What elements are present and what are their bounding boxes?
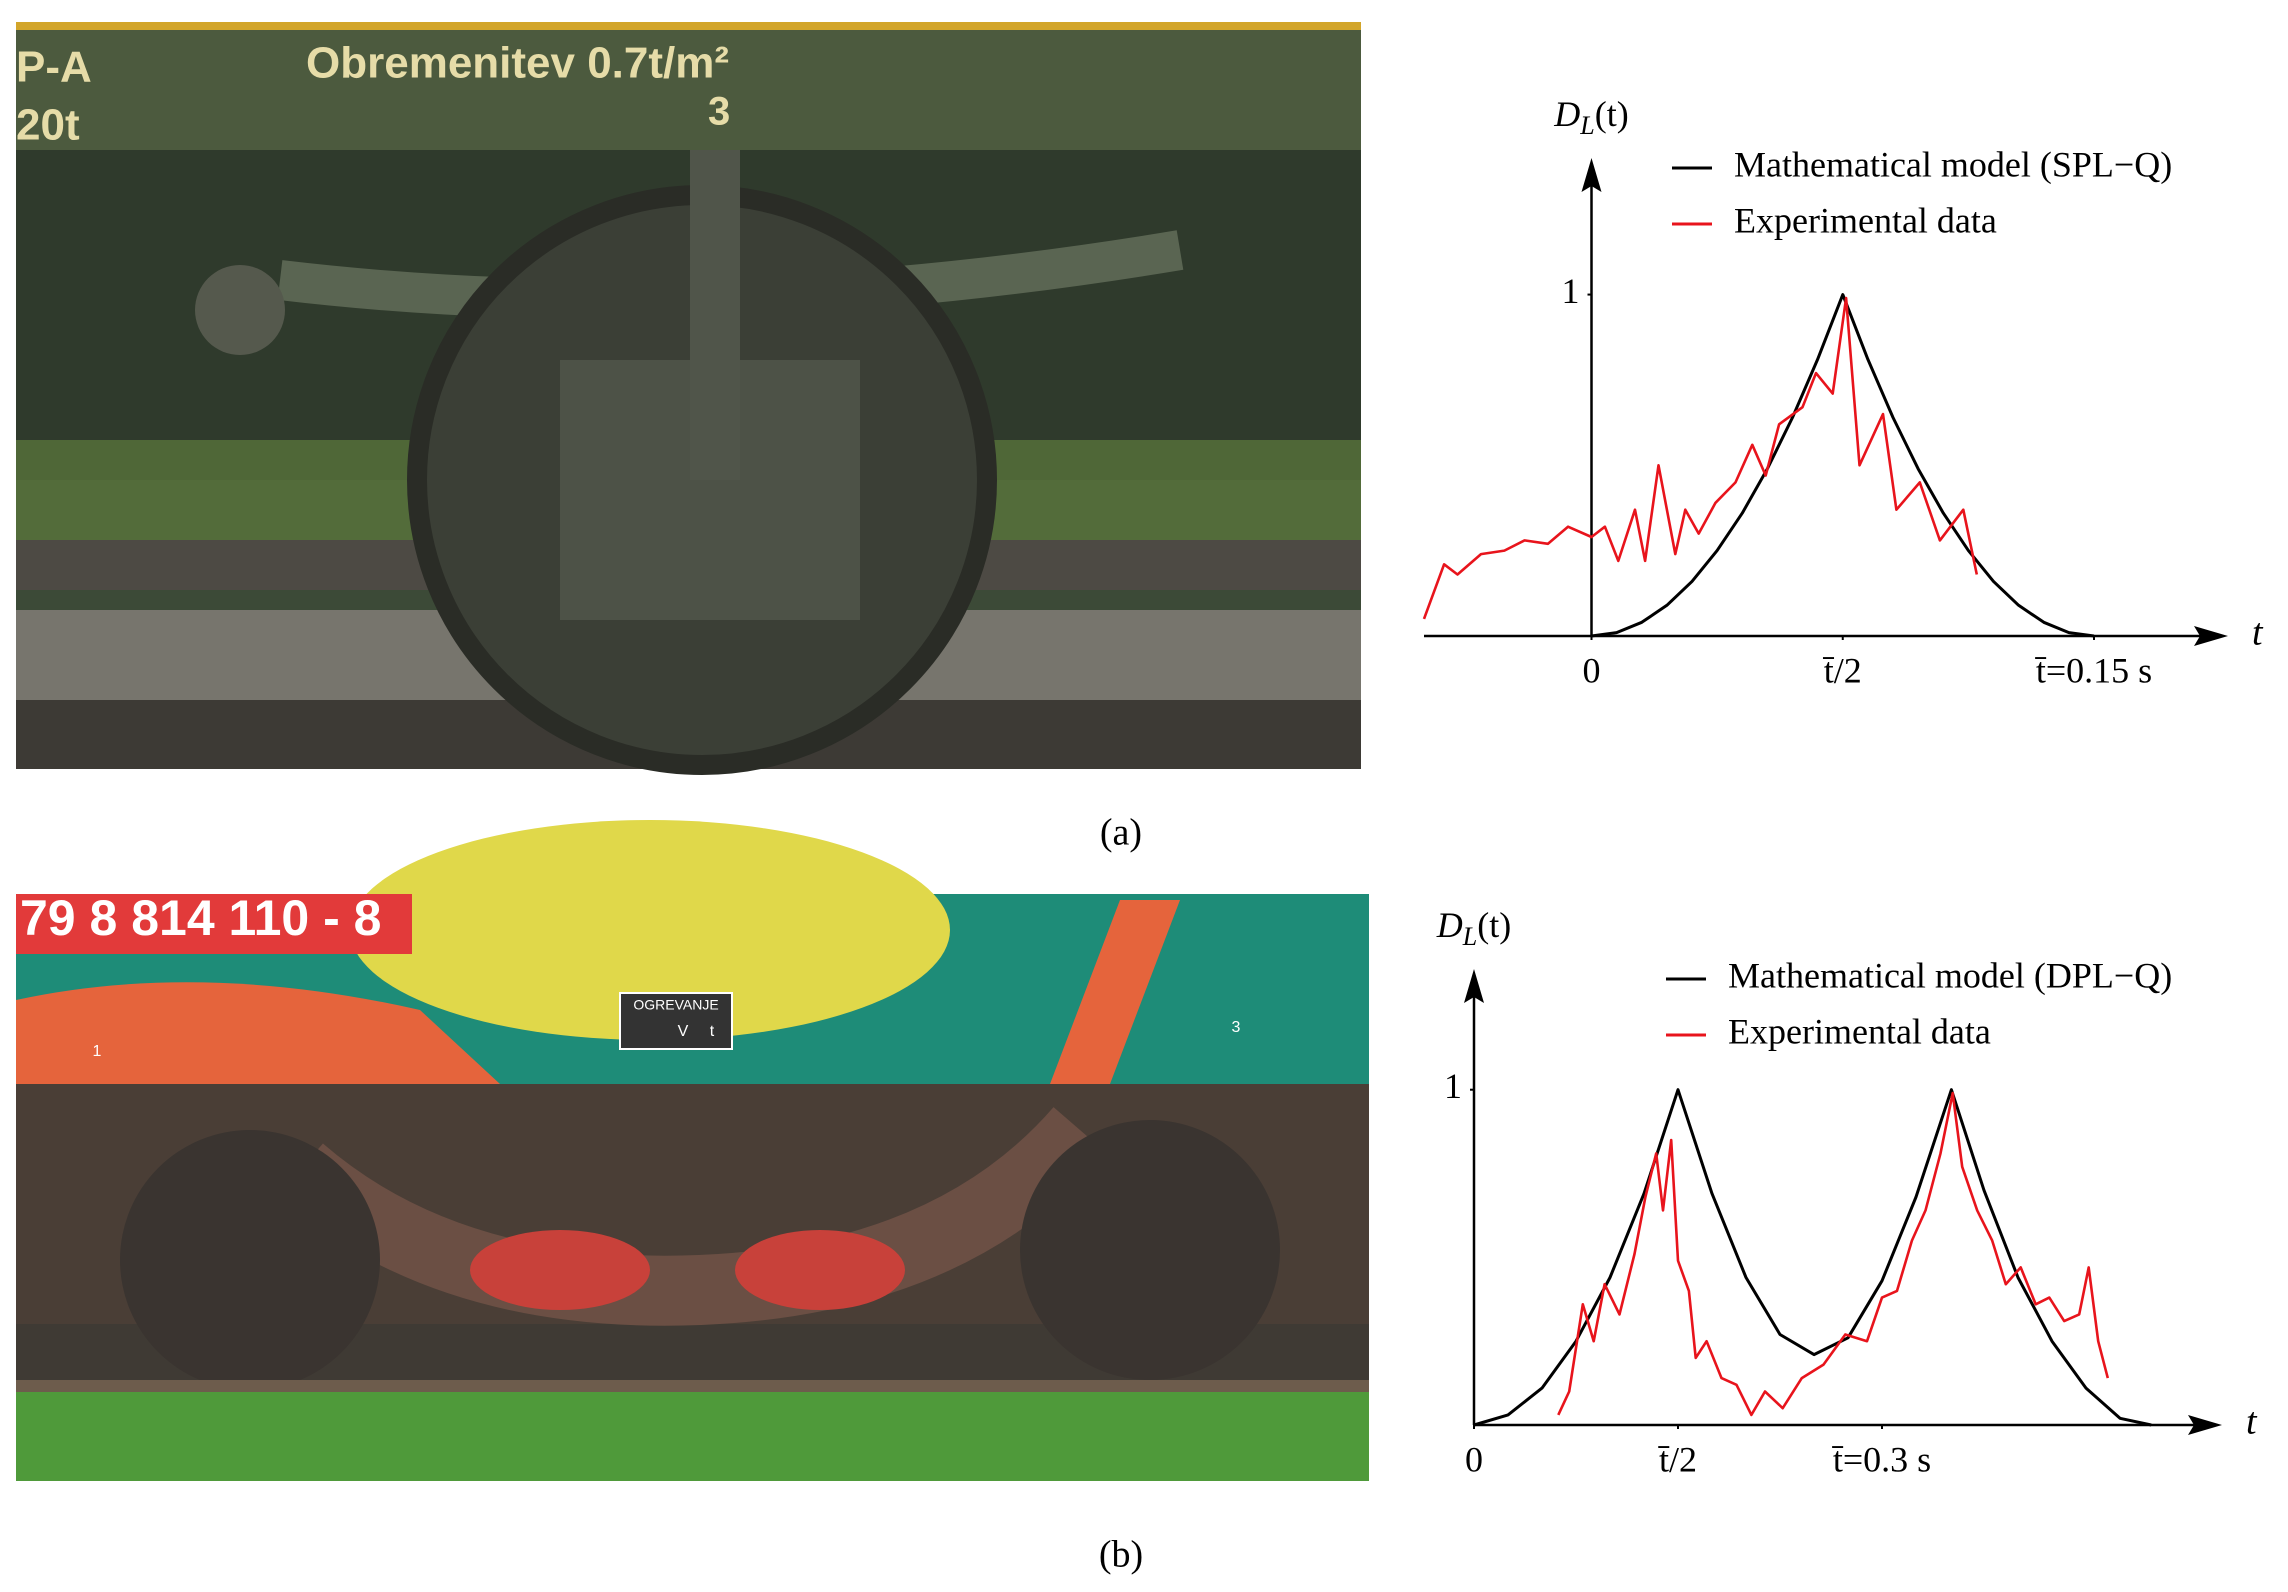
y-axis-arrow: [1581, 158, 1602, 192]
caption: (a): [1100, 812, 1142, 854]
data-line: [1473, 1088, 2152, 1427]
legend-label: Mathematical model (SPL−Q): [1734, 144, 2172, 184]
x-axis-label: t: [2246, 1401, 2258, 1443]
photo-b: 79 8 814 110 - 8 OGREVANJE V t 1 3: [16, 820, 1369, 1481]
y-label-part: (t): [1477, 905, 1511, 945]
x-tick-label: t̄/2: [1658, 1439, 1697, 1479]
x-tick-label: t̄=0.15 s: [2035, 650, 2153, 690]
rail: [16, 1380, 1369, 1392]
paint: [470, 1230, 650, 1310]
y-label-part: L: [1462, 922, 1477, 951]
paint: [735, 1230, 905, 1310]
wagon-edge: [16, 22, 1361, 30]
x-tick-label: t̄=0.3 s: [1832, 1439, 1932, 1479]
graffiti: [350, 820, 950, 1040]
y-label-part: (t): [1595, 94, 1629, 134]
photo-label: 3: [708, 90, 730, 134]
data-line: [1422, 296, 1979, 620]
x-tick-label: 0: [1583, 650, 1601, 690]
y-label-part: D: [1436, 905, 1463, 945]
x-axis-arrow: [2194, 626, 2228, 646]
wagon-side: [16, 22, 1361, 152]
photo-label: t: [710, 1023, 715, 1040]
sign: [619, 992, 733, 1050]
graffiti: [16, 982, 500, 1084]
photo-a: P-A 20t Obremenitev 0.7t/m² 3: [16, 22, 1361, 775]
frame: [277, 1106, 1107, 1326]
number-plate: [16, 894, 412, 954]
damper: [690, 150, 740, 480]
photo-label: V: [678, 1023, 689, 1040]
legend-label: Mathematical model (DPL−Q): [1728, 955, 2172, 995]
legend-label: Experimental data: [1734, 200, 1997, 240]
x-axis-arrow: [2188, 1415, 2222, 1435]
wheel: [120, 1130, 380, 1390]
x-axis-label: t: [2252, 612, 2264, 654]
photo-label: P-A: [16, 43, 92, 92]
data-line: [1591, 293, 2095, 638]
graffiti: [1050, 900, 1180, 1084]
x-tick-label: t̄/2: [1823, 650, 1862, 690]
legend-label: Experimental data: [1728, 1011, 1991, 1051]
y-axis-label: DL(t): [1553, 94, 1628, 140]
photo-label: 79 8 814 110 - 8: [20, 890, 381, 946]
wheel: [1020, 1120, 1280, 1380]
y-axis-label: DL(t): [1436, 905, 1511, 951]
y-axis-arrow: [1464, 969, 1484, 1003]
grass: [16, 1392, 1369, 1481]
photo-label: 3: [1232, 1019, 1241, 1036]
caption: (b): [1099, 1534, 1143, 1576]
x-tick-label: 0: [1465, 1439, 1483, 1479]
buffer: [195, 265, 285, 355]
y-label-part: L: [1579, 111, 1594, 140]
y-label-part: D: [1553, 94, 1580, 134]
photo-label: 20t: [16, 101, 80, 150]
photo-label: OGREVANJE: [633, 997, 718, 1013]
y-tick-label: 1: [1444, 1066, 1462, 1106]
photo-label: 1: [93, 1043, 102, 1060]
data-line: [1557, 1091, 2110, 1417]
photo-label: Obremenitev 0.7t/m²: [306, 39, 729, 88]
y-tick-label: 1: [1562, 271, 1580, 311]
